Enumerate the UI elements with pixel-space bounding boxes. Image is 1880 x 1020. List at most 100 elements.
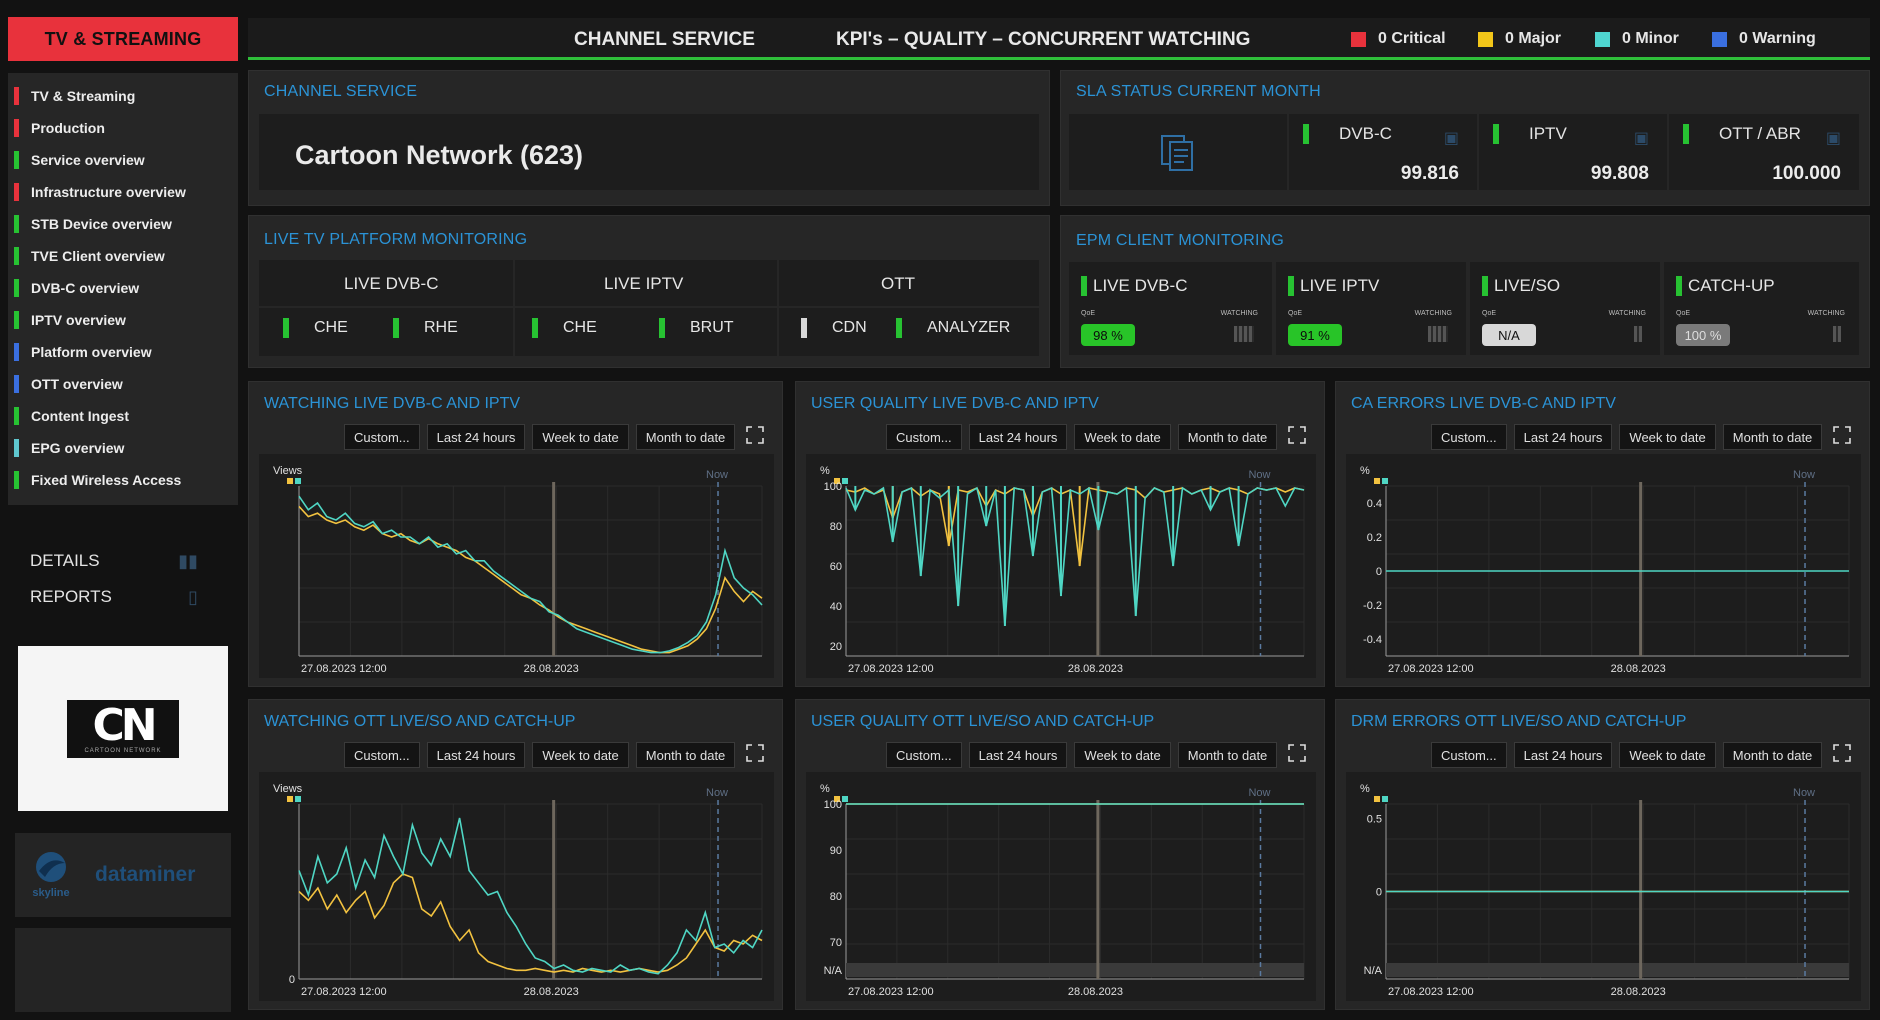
range-button-month-to-date[interactable]: Month to date xyxy=(635,424,736,450)
range-button-week-to-date[interactable]: Week to date xyxy=(532,742,629,768)
sla-ott-doc-icon[interactable]: ▣ xyxy=(1825,130,1841,147)
range-button-month-to-date[interactable]: Month to date xyxy=(1722,742,1823,768)
alarm-critical[interactable]: 0 Critical xyxy=(1351,30,1446,48)
range-button-last-24-hours[interactable]: Last 24 hours xyxy=(1513,424,1613,450)
sidebar-item-platform-overview[interactable]: Platform overview xyxy=(8,336,238,368)
range-button-last-24-hours[interactable]: Last 24 hours xyxy=(1513,742,1613,768)
range-button-week-to-date[interactable]: Week to date xyxy=(1074,424,1171,450)
alarm-minor[interactable]: 0 Minor xyxy=(1595,30,1679,48)
sidebar-header[interactable]: TV & STREAMING xyxy=(8,17,238,61)
ott-analyzer-label: ANALYZER xyxy=(927,319,1011,336)
user-quality-ott-live-so-and-catch-up-svg: % 100 90 80 70 N/A Now 27.08.2023 12:00 28.08.20… xyxy=(820,783,1305,998)
ott-cdn-label: CDN xyxy=(832,319,867,336)
sla-ott-label: OTT / ABR xyxy=(1719,124,1801,143)
legend-swatch xyxy=(1374,478,1380,484)
sidebar-empty-box xyxy=(15,928,231,1012)
fullscreen-icon[interactable] xyxy=(1833,426,1851,444)
iptv-che-item[interactable]: CHE xyxy=(532,318,597,338)
y-tick-label: 80 xyxy=(830,891,842,903)
sidebar-item-ott-overview[interactable]: OTT overview xyxy=(8,368,238,400)
range-button-last-24-hours[interactable]: Last 24 hours xyxy=(426,742,526,768)
epm-catchup-watching-label: WATCHING xyxy=(1807,310,1845,317)
sidebar-item-tv-streaming[interactable]: TV & Streaming xyxy=(8,80,238,112)
fullscreen-icon[interactable] xyxy=(1288,426,1306,444)
sla-iptv-label: IPTV xyxy=(1529,124,1567,143)
range-button-month-to-date[interactable]: Month to date xyxy=(1177,742,1278,768)
epm-iptv-status xyxy=(1288,276,1294,296)
sidebar-item-production[interactable]: Production xyxy=(8,112,238,144)
legend-swatch xyxy=(834,796,840,802)
sla-dvbc-doc-icon[interactable]: ▣ xyxy=(1443,130,1459,147)
fullscreen-icon[interactable] xyxy=(746,744,764,762)
na-band xyxy=(846,963,1304,977)
range-button-last-24-hours[interactable]: Last 24 hours xyxy=(426,424,526,450)
ca-errors-live-dvb-c-and-iptv-svg: % 0.4 0.2 0 -0.2 -0.4 Now 27.08.2023 12:00 28.08… xyxy=(1360,465,1850,675)
range-button-month-to-date[interactable]: Month to date xyxy=(1722,424,1823,450)
channel-name-box: Cartoon Network (623) xyxy=(259,114,1039,190)
x-tick-label: 28.08.2023 xyxy=(1611,986,1666,998)
sidebar-item-label: Service overview xyxy=(31,152,145,168)
range-button-month-to-date[interactable]: Month to date xyxy=(635,742,736,768)
sidebar-item-service-overview[interactable]: Service overview xyxy=(8,144,238,176)
epm-cell-catchup[interactable]: CATCH-UP QoE WATCHING 100 % xyxy=(1664,262,1859,355)
now-label: Now xyxy=(706,787,728,799)
sidebar-item-epg-overview[interactable]: EPG overview xyxy=(8,432,238,464)
ott-analyzer-item[interactable]: ANALYZER xyxy=(896,318,1010,338)
status-bar xyxy=(14,151,19,169)
dvbc-rhe-item[interactable]: RHE xyxy=(393,318,458,338)
range-button-month-to-date[interactable]: Month to date xyxy=(1177,424,1278,450)
alarm-warning[interactable]: 0 Warning xyxy=(1712,30,1816,48)
epm-cell-iptv[interactable]: LIVE IPTV QoE WATCHING 91 % xyxy=(1276,262,1468,355)
epm-liveso-qoe-value: N/A xyxy=(1482,324,1536,346)
epm-liveso-watching-graph xyxy=(1634,326,1642,342)
sidebar-item-stb-device-overview[interactable]: STB Device overview xyxy=(8,208,238,240)
alarm-major[interactable]: 0 Major xyxy=(1478,30,1561,48)
y-tick-label: 90 xyxy=(830,845,842,857)
sla-iptv-doc-icon[interactable]: ▣ xyxy=(1633,130,1649,147)
x-tick-label: 27.08.2023 12:00 xyxy=(1388,986,1474,998)
range-button-week-to-date[interactable]: Week to date xyxy=(532,424,629,450)
sidebar-item-fixed-wireless-access[interactable]: Fixed Wireless Access xyxy=(8,464,238,496)
range-button-custom[interactable]: Custom... xyxy=(886,424,962,450)
fullscreen-icon[interactable] xyxy=(746,426,764,444)
range-button-week-to-date[interactable]: Week to date xyxy=(1619,742,1716,768)
range-button-custom[interactable]: Custom... xyxy=(1431,424,1507,450)
sla-dvbc-status xyxy=(1303,124,1309,144)
epm-cell-dvbc[interactable]: LIVE DVB-C QoE WATCHING 98 % xyxy=(1069,262,1274,355)
range-button-week-to-date[interactable]: Week to date xyxy=(1074,742,1171,768)
y-axis-label: Views xyxy=(273,465,303,477)
range-button-last-24-hours[interactable]: Last 24 hours xyxy=(968,742,1068,768)
reports-link[interactable]: REPORTS ▯ xyxy=(8,579,238,615)
x-tick-label: 28.08.2023 xyxy=(524,986,579,998)
sidebar-item-iptv-overview[interactable]: IPTV overview xyxy=(8,304,238,336)
sla-report-box[interactable] xyxy=(1069,114,1287,190)
epm-dvbc-status xyxy=(1081,276,1087,296)
range-button-custom[interactable]: Custom... xyxy=(344,424,420,450)
sidebar-item-tve-client-overview[interactable]: TVE Client overview xyxy=(8,240,238,272)
range-button-last-24-hours[interactable]: Last 24 hours xyxy=(968,424,1068,450)
status-bar xyxy=(14,375,19,393)
sidebar-item-dvb-c-overview[interactable]: DVB-C overview xyxy=(8,272,238,304)
epm-cell-liveso[interactable]: LIVE/SO QoE WATCHING N/A xyxy=(1470,262,1662,355)
range-button-custom[interactable]: Custom... xyxy=(344,742,420,768)
epm-liveso-label: LIVE/SO xyxy=(1494,276,1561,295)
fullscreen-icon[interactable] xyxy=(1833,744,1851,762)
details-link[interactable]: DETAILS ▮▮ xyxy=(8,543,238,579)
status-bar xyxy=(14,471,19,489)
sla-col-dvbc: DVB-C ▣ 99.816 xyxy=(1289,114,1479,190)
range-button-week-to-date[interactable]: Week to date xyxy=(1619,424,1716,450)
range-button-custom[interactable]: Custom... xyxy=(886,742,962,768)
x-tick-label: 27.08.2023 12:00 xyxy=(301,663,387,675)
dvbc-che-item[interactable]: CHE xyxy=(283,318,348,338)
ott-cdn-item[interactable]: CDN xyxy=(801,318,867,338)
range-button-custom[interactable]: Custom... xyxy=(1431,742,1507,768)
epm-title: EPM CLIENT MONITORING xyxy=(1076,232,1285,249)
sidebar-item-label: Infrastructure overview xyxy=(31,184,186,200)
legend-swatch xyxy=(287,478,293,484)
sidebar-item-infrastructure-overview[interactable]: Infrastructure overview xyxy=(8,176,238,208)
na-label: N/A xyxy=(1364,965,1383,977)
iptv-brut-item[interactable]: BRUT xyxy=(659,318,734,338)
sidebar-item-content-ingest[interactable]: Content Ingest xyxy=(8,400,238,432)
fullscreen-icon[interactable] xyxy=(1288,744,1306,762)
skyline-text: skyline xyxy=(32,887,70,899)
